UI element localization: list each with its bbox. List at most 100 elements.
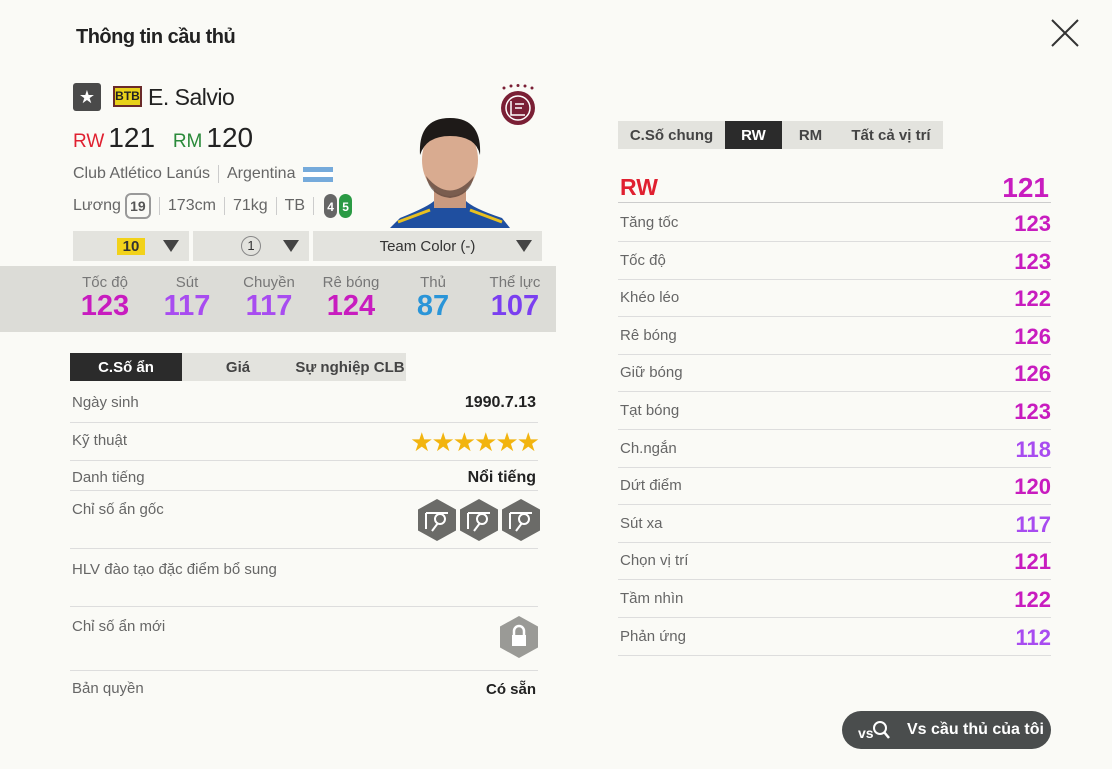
tab-price[interactable]: Giá <box>225 358 251 376</box>
skill-label: Kỹ thuật <box>72 432 128 449</box>
upgrade-badge: 10 <box>116 237 146 255</box>
summary-stat: Chuyền 117 <box>228 266 310 332</box>
vs-search-icon: vs <box>858 721 890 741</box>
body-type: TB <box>284 197 306 214</box>
stat-row: Ch.ngắn 118 <box>618 430 1051 468</box>
tab-rm[interactable]: RM <box>798 126 823 144</box>
chevron-down-icon <box>163 240 179 252</box>
tab-rw[interactable]: RW <box>725 121 782 149</box>
stat-label: Phản ứng <box>620 627 686 645</box>
tab-club-career[interactable]: Sự nghiệp CLB <box>295 358 405 376</box>
summary-stats: Tốc độ 123 Sút 117 Chuyền 117 Rê bóng 124 Thủ 87 T… <box>0 266 556 332</box>
birth-row: Ngày sinh 1990.7.13 <box>70 385 538 423</box>
player-name: E. Salvio <box>148 84 235 110</box>
argentina-flag-icon <box>303 166 334 182</box>
team-color-value: Team Color (-) <box>379 237 476 255</box>
summary-stat-label: Sút <box>175 274 199 291</box>
traits-row: Chỉ số ẩn gốc <box>70 491 540 549</box>
height: 173cm <box>167 197 216 214</box>
stat-label: Tăng tốc <box>620 214 679 231</box>
summary-stat: Thủ 87 <box>392 266 474 332</box>
summary-stat-label: Thủ <box>420 274 446 291</box>
stat-label: Chọn vị trí <box>620 552 689 570</box>
close-icon[interactable] <box>1050 18 1080 48</box>
club-name: Club Atlético Lanús <box>73 165 210 183</box>
stat-value: 122 <box>1014 286 1051 312</box>
stat-row: Sút xa 117 <box>618 505 1051 543</box>
stat-label: Tạt bóng <box>620 402 680 419</box>
stat-value: 123 <box>1014 399 1051 424</box>
reputation-row: Danh tiếng Nổi tiếng <box>70 461 538 491</box>
season-badge: BTB <box>113 86 142 107</box>
position-ratings: RW 121 RM 120 <box>73 122 253 154</box>
stat-label: Ch.ngắn <box>620 439 677 457</box>
tab-hidden-stats[interactable]: C.Số ẩn <box>70 353 182 381</box>
speed-dribbler-icon[interactable] <box>502 499 540 541</box>
stat-value: 118 <box>1015 436 1052 462</box>
summary-stat: Sút 117 <box>146 266 228 332</box>
stat-label: Giữ bóng <box>620 364 683 382</box>
summary-stat-value: 117 <box>245 290 293 322</box>
stat-row: Tăng tốc 123 <box>618 204 1051 242</box>
finesse-shot-icon[interactable] <box>418 499 456 541</box>
lock-icon[interactable] <box>500 616 538 658</box>
birth-value: 1990.7.13 <box>464 394 536 411</box>
new-traits-label: Chỉ số ẩn mới <box>72 618 166 635</box>
stat-label: Tốc độ <box>620 251 666 269</box>
stat-value: 126 <box>1014 361 1051 387</box>
stat-label: Sút xa <box>620 514 663 532</box>
level-dropdown[interactable]: 1 <box>193 231 309 261</box>
nation-name: Argentina <box>226 165 296 183</box>
upgrade-level-dropdown[interactable]: 10 <box>73 231 189 261</box>
summary-stat-label: Chuyền <box>243 274 295 291</box>
stat-row: Chọn vị trí 121 <box>618 542 1051 581</box>
skill-stars-icon: ★★★★★★ <box>410 427 540 457</box>
stat-value: 122 <box>1014 587 1051 612</box>
club-nation: Club Atlético Lanús Argentina <box>73 165 334 183</box>
tab-general[interactable]: C.Số chung <box>629 126 714 144</box>
position-header: RW 121 <box>618 172 1051 203</box>
stat-value: 123 <box>1014 248 1051 274</box>
stat-value: 112 <box>1015 624 1052 650</box>
weak-foot-icon: 4 <box>324 194 338 218</box>
salary-badge: 19 <box>124 193 151 219</box>
chevron-down-icon <box>283 240 299 252</box>
favorite-star-icon[interactable]: ★ <box>73 83 101 111</box>
summary-stat: Rê bóng 124 <box>310 266 392 332</box>
birth-label: Ngày sinh <box>72 394 139 411</box>
summary-stat-label: Rê bóng <box>322 274 380 291</box>
stat-value: 121 <box>1014 549 1051 575</box>
license-label: Bản quyền <box>72 680 144 697</box>
license-value: Có sẵn <box>485 681 536 698</box>
stat-label: Khéo léo <box>620 289 680 307</box>
outside-foot-shot-icon[interactable] <box>460 499 498 541</box>
position-label: RM <box>172 131 203 152</box>
page-title: Thông tin cầu thủ <box>76 26 236 48</box>
summary-stat: Tốc độ 123 <box>64 266 146 332</box>
reputation-value: Nổi tiếng <box>467 469 536 486</box>
skill-row: Kỹ thuật ★★★★★★ <box>70 423 540 461</box>
summary-stat-label: Tốc độ <box>82 274 128 291</box>
strong-foot-icon: 5 <box>339 194 353 218</box>
team-color-dropdown[interactable]: Team Color (-) <box>313 231 542 261</box>
club-crest-icon <box>501 84 535 125</box>
position-label: RW <box>73 131 105 152</box>
coach-label: HLV đào tạo đặc điểm bổ sung <box>72 561 277 578</box>
traits-label: Chỉ số ẩn gốc <box>72 501 164 518</box>
player-photo <box>390 118 510 228</box>
stat-label: Rê bóng <box>620 326 677 344</box>
stat-row: Rê bóng 126 <box>618 317 1051 355</box>
new-traits-row: Chỉ số ẩn mới <box>70 607 538 671</box>
position-ovr: 121 <box>108 122 156 153</box>
stat-row: Phản ứng 112 <box>618 618 1051 656</box>
stat-row: Giữ bóng 126 <box>618 354 1051 393</box>
tab-all-positions[interactable]: Tất cả vị trí <box>851 126 931 144</box>
license-row: Bản quyền Có sẵn <box>70 671 538 707</box>
compare-my-player-button[interactable]: vs Vs cầu thủ của tôi <box>842 711 1051 749</box>
stat-label: Dứt điểm <box>620 477 682 495</box>
stat-value: 120 <box>1014 474 1051 500</box>
position-label: RW <box>620 174 658 200</box>
summary-stat-value: 123 <box>80 290 130 322</box>
summary-stat-value: 107 <box>490 290 540 322</box>
